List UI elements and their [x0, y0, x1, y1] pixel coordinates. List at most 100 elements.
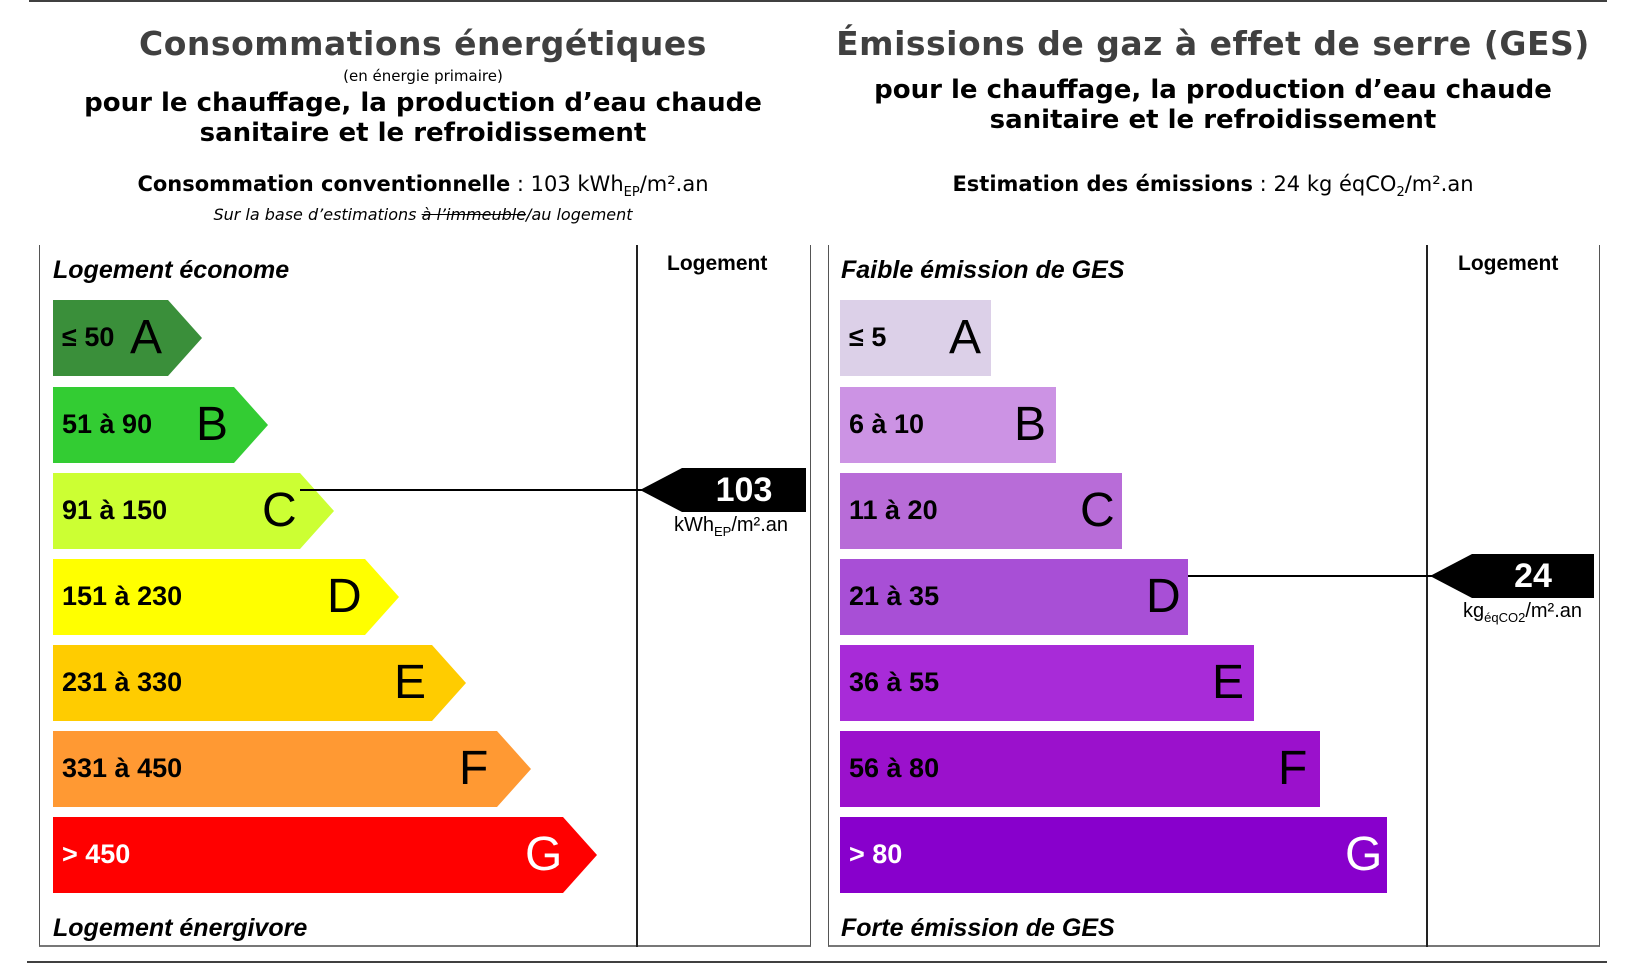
bar-arrow-tip	[234, 387, 268, 463]
bar-range-label: 11 à 20	[849, 495, 938, 525]
energy-scale-box	[39, 245, 811, 947]
energy-bottom-label: Logement énergivore	[53, 914, 308, 942]
bar-arrow-tip	[168, 300, 202, 376]
energy-consumption-unit: /m².an	[639, 172, 709, 196]
bar-range-label: 51 à 90	[62, 409, 153, 439]
bar-class-letter: B	[196, 398, 229, 451]
bar-class-letter: B	[1014, 398, 1047, 451]
ges-line1: pour le chauffage, la production d’eau c…	[874, 75, 1552, 105]
energy-connector-line	[300, 489, 642, 491]
bar-body	[53, 473, 300, 549]
sep: :	[1253, 172, 1274, 196]
energy-note: Sur la base d’estimations à l’immeuble/a…	[0, 205, 846, 224]
bar-arrow-tip	[365, 559, 399, 635]
bar-class-letter: C	[262, 484, 297, 537]
energy-line2: sanitaire et le refroidissement	[199, 118, 647, 148]
bar-class-letter: F	[459, 742, 489, 795]
bar-body	[840, 731, 1320, 807]
bar-body	[53, 645, 432, 721]
bar-range-label: 331 à 450	[62, 753, 183, 783]
u: kWh	[674, 514, 714, 536]
energy-consumption-label: Consommation conventionnelle	[137, 172, 511, 196]
bar-body	[840, 473, 1122, 549]
note-struck: à l’immeuble	[421, 205, 527, 224]
bar-arrow-tip	[300, 473, 334, 549]
bar-range-label: > 80	[849, 839, 903, 869]
bar-range-label: > 450	[62, 839, 131, 869]
sep: :	[510, 172, 531, 196]
ges-column-divider	[1426, 245, 1428, 947]
ges-emissions: Estimation des émissions : 24 kg éqCO2/m…	[830, 172, 1596, 200]
bar-class-letter: C	[1080, 484, 1115, 537]
ges-scale-box	[828, 245, 1600, 947]
u-rest: /m².an	[731, 514, 789, 536]
u-sub: EP	[714, 524, 732, 539]
ges-line2: sanitaire et le refroidissement	[989, 105, 1437, 135]
ges-marker-unit: kgéqCO2/m².an	[1463, 600, 1582, 625]
energy-consumption-sub: EP	[623, 185, 640, 201]
energy-column-header: Logement	[667, 252, 768, 275]
bar-body	[840, 817, 1387, 893]
bar-arrow-tip	[497, 731, 531, 807]
bar-class-letter: D	[1146, 570, 1181, 623]
energy-consumption-value: 103 kWh	[530, 172, 624, 196]
bar-class-letter: F	[1278, 742, 1308, 795]
bar-range-label: 6 à 10	[849, 409, 925, 439]
ges-column-header: Logement	[1458, 252, 1559, 275]
bar-class-letter: A	[949, 311, 982, 364]
bar-body	[53, 300, 168, 376]
bar-range-label: 91 à 150	[62, 495, 168, 525]
ges-title: Émissions de gaz à effet de serre (GES)	[836, 24, 1590, 63]
note-before: Sur la base d’estimations	[213, 205, 422, 224]
note-after: /au logement	[526, 205, 633, 224]
bar-arrow-tip	[563, 817, 597, 893]
bar-class-letter: G	[1345, 828, 1383, 881]
ges-top-label: Faible émission de GES	[841, 256, 1125, 284]
energy-top-label: Logement économe	[53, 256, 290, 284]
bar-range-label: 151 à 230	[62, 581, 183, 611]
bar-body	[53, 817, 563, 893]
ges-emissions-sub: 2	[1396, 185, 1405, 201]
bar-range-label: ≤ 50	[62, 322, 115, 352]
u-sub: éqCO2	[1484, 610, 1526, 625]
energy-value-marker: 103	[640, 468, 806, 512]
ges-value-marker: 24	[1430, 554, 1594, 598]
marker-arrow	[640, 468, 682, 512]
bar-class-letter: G	[525, 828, 563, 881]
energy-column-divider	[636, 245, 638, 947]
energy-title: Consommations énergétiques	[139, 24, 707, 63]
bar-body	[53, 387, 234, 463]
energy-marker-value: 103	[682, 468, 806, 512]
bar-class-letter: D	[327, 570, 362, 623]
bar-range-label: 56 à 80	[849, 753, 940, 783]
ges-bottom-label: Forte émission de GES	[841, 914, 1115, 942]
ges-emissions-unit: /m².an	[1404, 172, 1474, 196]
energy-consumption: Consommation conventionnelle : 103 kWhEP…	[0, 172, 846, 200]
bar-class-letter: E	[1212, 656, 1245, 709]
bottom-rule	[27, 961, 1607, 963]
u: kg	[1463, 600, 1485, 622]
bar-class-letter: E	[394, 656, 427, 709]
bar-class-letter: A	[130, 311, 163, 364]
ges-connector-line	[1188, 575, 1432, 577]
top-rule	[29, 0, 1607, 2]
marker-arrow	[1430, 554, 1472, 598]
energy-line1: pour le chauffage, la production d’eau c…	[84, 88, 762, 118]
bar-body	[840, 300, 991, 376]
u-rest: /m².an	[1525, 600, 1583, 622]
energy-subtitle: (en énergie primaire)	[343, 67, 503, 85]
bar-range-label: 36 à 55	[849, 667, 940, 697]
bar-range-label: 21 à 35	[849, 581, 940, 611]
ges-emissions-value: 24 kg éqCO	[1273, 172, 1397, 196]
bar-body	[840, 387, 1056, 463]
ges-marker-value: 24	[1472, 554, 1594, 598]
energy-marker-unit: kWhEP/m².an	[674, 514, 788, 539]
bar-body	[53, 559, 365, 635]
bar-arrow-tip	[432, 645, 466, 721]
bar-body	[53, 731, 497, 807]
bar-body	[840, 559, 1188, 635]
bar-range-label: 231 à 330	[62, 667, 183, 697]
bar-range-label: ≤ 5	[849, 322, 887, 352]
ges-emissions-label: Estimation des émissions	[952, 172, 1253, 196]
bar-body	[840, 645, 1254, 721]
